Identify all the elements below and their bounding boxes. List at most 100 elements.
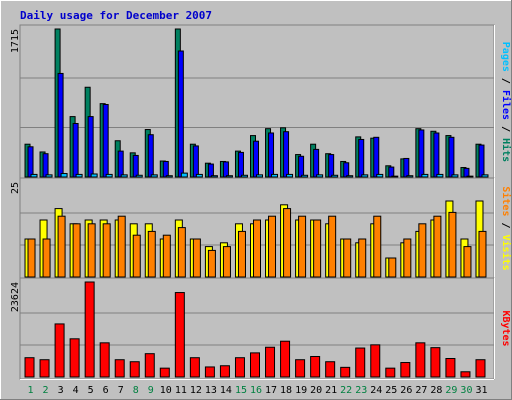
files-bar-day-14 [222,161,229,178]
sites-bar-day-27-body [418,223,427,278]
day-label-21: 21 [325,385,337,396]
pages-bar-day-16-body [256,174,263,178]
pages-bar-day-31-body [481,174,489,178]
kbytes-bar-day-15-body [234,357,245,378]
pages-bar-day-15 [240,174,248,178]
pages-bar-day-3 [60,173,68,178]
day-label-19: 19 [295,385,307,396]
pages-bar-day-23 [361,174,369,178]
kbytes-bar-day-14-body [219,365,230,378]
sites-bar-day-3-body [57,215,66,278]
files-bar-day-9 [147,134,154,178]
kbytes-bar-day-3-body [54,323,65,378]
kbytes-bar-day-30 [460,371,471,378]
files-bar-day-11 [177,50,184,178]
sites-bar-day-23 [358,238,367,278]
kbytes-bar-day-30-body [460,371,471,378]
day-label-10: 10 [160,385,172,396]
day-label-8: 8 [133,385,139,396]
sites-bar-day-22-body [343,238,352,278]
files-bar-day-24-body [373,136,380,178]
files-bar-day-12 [192,145,199,178]
kbytes-bar-day-17-body [265,346,276,378]
files-bar-day-18 [283,131,290,178]
sites-bar-day-20-body [313,219,322,278]
sites-bar-day-10 [162,234,171,278]
kbytes-bar-day-2 [39,359,50,378]
pages-bar-day-18 [286,173,294,178]
day-label-14: 14 [220,385,232,396]
pages-bar-day-4-body [75,173,83,178]
pages-bar-day-2 [45,174,53,178]
files-bar-day-31 [478,144,485,178]
sites-bar-day-28-body [433,215,442,278]
kbytes-bar-day-3 [54,323,65,378]
pages-bar-day-19-body [301,174,309,178]
pages-bar-day-9 [150,174,158,178]
sites-bar-day-26 [403,238,412,278]
files-bar-day-14-body [222,161,229,178]
sites-bar-day-17 [268,215,277,278]
pages-bar-day-23-body [361,174,369,178]
sites-bar-day-23-body [358,238,367,278]
kbytes-bar-day-1-body [24,357,35,378]
day-label-30: 30 [460,385,472,396]
kbytes-bar-day-13-body [204,366,215,378]
pages-bar-day-15-body [240,174,248,178]
sites-visits-ymax-label: 25 [10,182,21,194]
kbytes-bar-day-21-body [325,361,336,378]
legend-part: Hits [500,138,512,162]
sites-bar-day-24 [373,215,382,278]
pages-bar-day-28-body [436,173,444,178]
kbytes-bar-day-16-body [250,352,260,378]
files-bar-day-28 [433,132,440,178]
files-bar-day-15 [237,151,244,178]
kbytes-bar-day-26 [400,362,411,378]
files-bar-day-31-body [478,144,485,178]
legend-part: / [500,120,511,138]
sites-bar-day-8 [132,234,141,278]
day-label-4: 4 [73,385,79,396]
kbytes-bar-day-7 [114,359,125,378]
sites-bar-day-22 [343,238,352,278]
day-label-5: 5 [88,385,94,396]
pages-bar-day-28 [436,173,444,178]
sites-bar-day-15 [237,230,246,278]
files-bar-day-19-body [298,155,305,178]
day-label-31: 31 [475,385,487,396]
pages-bar-day-10 [165,175,173,178]
sites-bar-day-11-body [177,227,186,278]
files-bar-day-16-body [253,140,259,178]
kbytes-bar-day-15 [234,357,245,378]
files-bar-day-5 [87,116,94,178]
files-bar-day-13-body [207,163,214,178]
legend-part: / [500,72,511,90]
files-bar-day-5-body [87,116,94,178]
kbytes-bar-day-27 [415,342,426,378]
sites-bar-day-2-body [42,238,51,278]
kbytes-bar-day-14 [219,365,230,378]
pages-bar-day-13-body [210,175,218,178]
sites-bar-day-27 [418,223,427,278]
files-bar-day-3 [57,72,64,178]
kbytes-bar-day-26-body [400,362,411,378]
files-bar-day-29 [448,136,455,178]
day-label-1: 1 [28,385,34,396]
kbytes-bar-day-17 [265,346,276,378]
pages-bar-day-2-body [45,174,53,178]
kbytes-bar-day-20 [310,355,321,378]
files-bar-day-10 [162,160,169,178]
kbytes-bar-day-27-body [415,342,426,378]
kbytes-bar-day-23-body [355,347,366,378]
kbytes-bar-day-23 [355,347,366,378]
hits-files-pages-legend-label: Pages / Files / Hits [500,42,512,162]
pages-bar-day-5-body [90,173,98,178]
day-label-9: 9 [148,385,154,396]
kbytes-bar-day-4-body [69,338,80,378]
pages-bar-day-20-body [316,174,324,178]
files-bar-day-2 [42,153,49,178]
pages-bar-day-7 [120,174,128,178]
pages-bar-day-21 [331,174,339,178]
pages-bar-day-29-body [451,174,459,178]
